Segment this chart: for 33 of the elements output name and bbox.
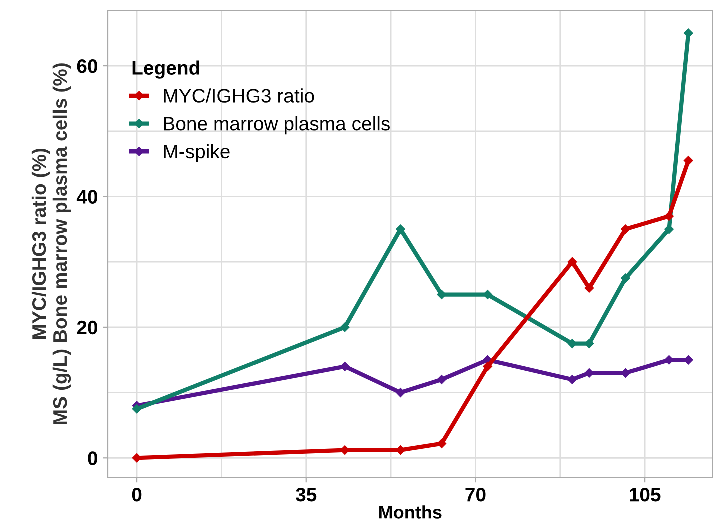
point: [340, 322, 350, 332]
point: [621, 274, 630, 284]
legend-label: M-spike: [164, 144, 230, 162]
point: [584, 284, 594, 293]
point: [396, 388, 406, 398]
legend-label: MYC/IGHG3 ratio: [164, 88, 314, 103]
y-tick-label: 40: [76, 190, 98, 204]
point: [664, 212, 674, 221]
y-axis-title: MYC/IGHG3 ratio (%) MS (g/L) Bone marrow plasma cells (%): [32, 64, 72, 424]
point: [340, 362, 350, 372]
point: [132, 404, 142, 414]
y-tick-label: 20: [77, 320, 98, 335]
point: [568, 257, 578, 267]
point: [483, 362, 492, 372]
legend-label: Bone marrow plasma cells: [164, 116, 390, 135]
point: [621, 224, 630, 234]
point: [584, 339, 594, 348]
x-tick-label: 70: [466, 488, 486, 502]
y-tick-label: 0: [88, 452, 98, 466]
x-axis-title: Months: [380, 506, 442, 519]
x-tick-label: 35: [296, 488, 317, 502]
point: [437, 439, 446, 448]
x-tick-label: 0: [132, 488, 142, 502]
point: [664, 224, 674, 234]
point: [664, 355, 674, 365]
legend-title: Legend: [132, 60, 200, 79]
point: [437, 375, 446, 384]
y-tick-label: 60: [77, 60, 98, 74]
point: [396, 224, 406, 234]
point: [684, 156, 694, 166]
x-tick-label: 105: [630, 488, 661, 502]
point: [568, 375, 578, 384]
point: [684, 28, 694, 38]
